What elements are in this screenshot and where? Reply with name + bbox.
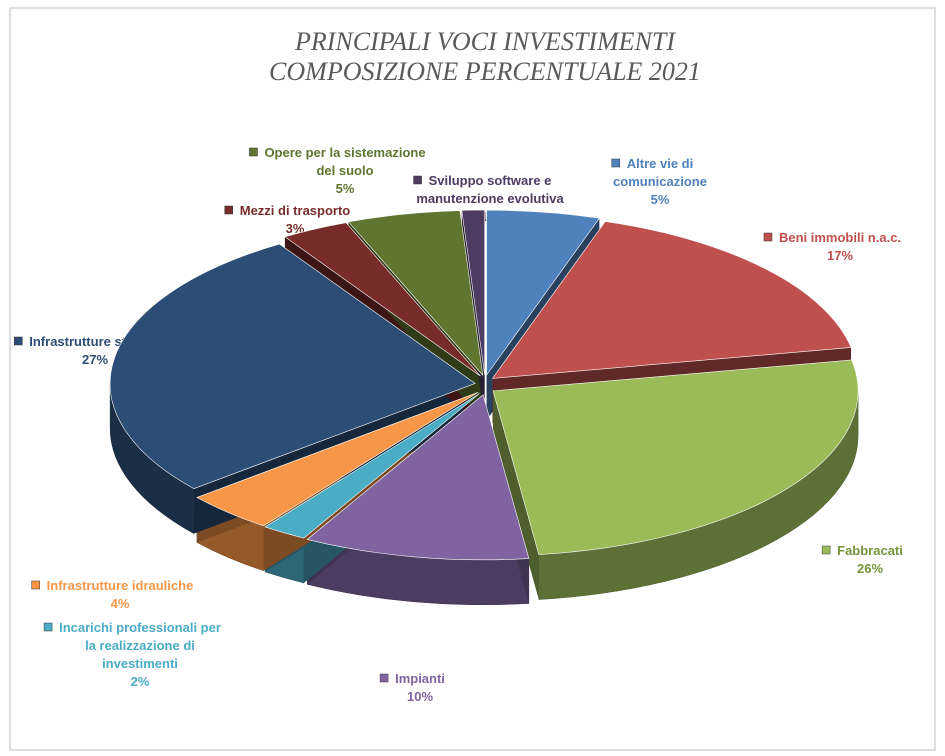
legend-key — [14, 336, 23, 346]
data-label: Altre vie di comunicazione — [613, 156, 707, 189]
data-label: Impianti — [395, 671, 445, 686]
value-label: 5% — [651, 192, 670, 207]
value-label: 17% — [827, 248, 853, 263]
data-label: Infrastrutture idrauliche — [47, 578, 194, 593]
value-label: 4% — [111, 596, 130, 611]
slice — [347, 210, 484, 377]
chart-title: PRINCIPALI VOCI INVESTIMENTI — [294, 27, 676, 56]
legend-key — [821, 545, 831, 555]
chart-subtitle: COMPOSIZIONE PERCENTUALE 2021 — [269, 57, 701, 86]
value-label: 26% — [857, 561, 883, 576]
value-label: 2% — [131, 674, 150, 689]
slice — [461, 209, 485, 376]
slice — [306, 394, 530, 561]
data-label: Fabbracati — [837, 543, 903, 558]
slice-edge — [493, 390, 539, 600]
value-label: 10% — [407, 689, 433, 704]
value-label: 27% — [82, 352, 108, 367]
slice — [109, 243, 476, 489]
legend-key — [379, 673, 389, 683]
data-label: Beni immobili n.a.c. — [779, 230, 901, 245]
data-label: Incarichi professionali per la realizzazi… — [59, 620, 221, 671]
slice — [492, 359, 859, 555]
legend-key — [224, 205, 233, 215]
legend-key — [611, 158, 621, 168]
slice — [491, 221, 852, 379]
legend-key — [249, 147, 258, 157]
data-label: Opere per la sistemazione del suolo — [264, 145, 425, 178]
legend-key — [763, 232, 773, 242]
slice — [196, 392, 479, 527]
pie-tops — [109, 209, 859, 561]
legend-key — [31, 580, 40, 590]
data-label: Sviluppo software e manutenzione evolutiv… — [416, 173, 564, 206]
slice — [486, 209, 600, 377]
legend-key — [413, 175, 422, 185]
data-label: Mezzi di trasporto — [240, 203, 351, 218]
slice — [284, 222, 481, 377]
value-label: 5% — [336, 181, 355, 196]
value-label: 3% — [286, 221, 305, 236]
slice — [264, 393, 480, 539]
legend-key — [43, 622, 53, 632]
